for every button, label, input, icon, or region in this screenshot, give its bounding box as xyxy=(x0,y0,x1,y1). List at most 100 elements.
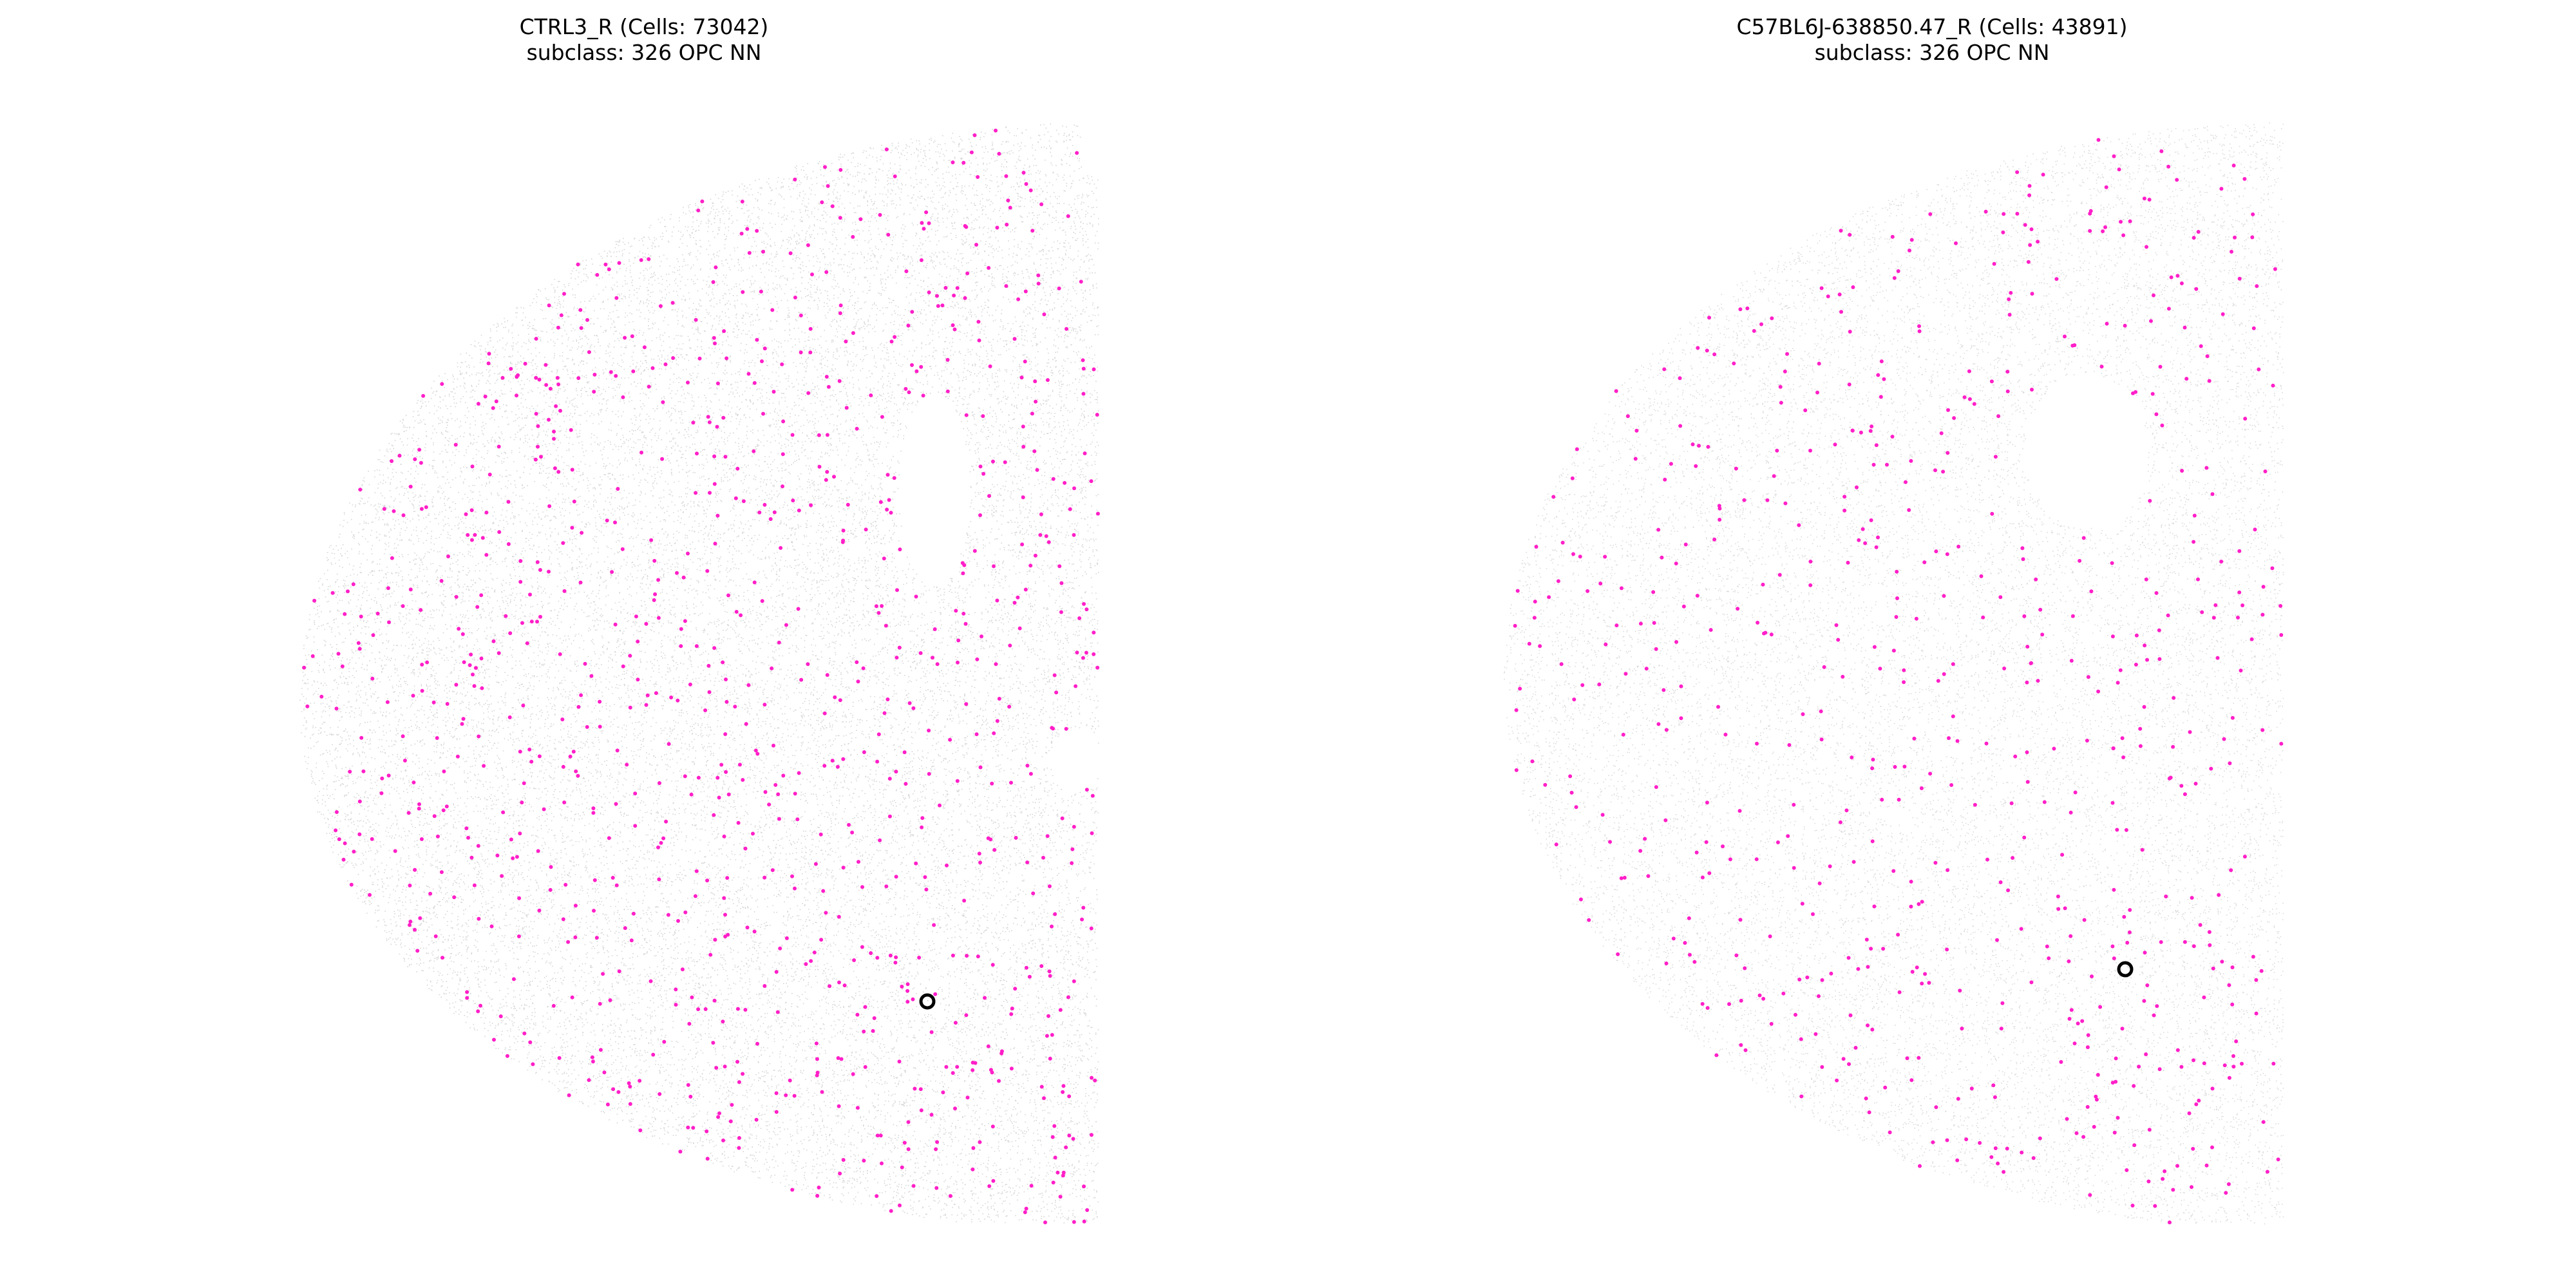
highlight-point xyxy=(974,243,978,247)
highlight-point xyxy=(1035,468,1039,472)
highlight-point xyxy=(722,329,726,334)
highlight-point xyxy=(460,722,464,726)
highlight-point xyxy=(2098,1005,2103,1009)
highlight-point xyxy=(932,923,936,927)
highlight-point xyxy=(1743,966,1747,971)
highlight-point xyxy=(995,598,999,603)
highlight-point xyxy=(2138,744,2143,748)
highlight-point xyxy=(2142,196,2146,201)
highlight-cells xyxy=(302,128,1100,1225)
highlight-point xyxy=(552,430,556,434)
highlight-point xyxy=(491,639,496,643)
highlight-point xyxy=(2188,730,2192,734)
highlight-point xyxy=(1956,544,1961,549)
highlight-point xyxy=(990,781,994,786)
highlight-point xyxy=(435,736,439,740)
highlight-point xyxy=(420,663,424,667)
highlight-point xyxy=(566,940,571,944)
highlight-point xyxy=(2000,1001,2005,1005)
highlight-point xyxy=(544,363,548,367)
highlight-point xyxy=(760,599,764,603)
highlight-point xyxy=(1755,741,1759,746)
highlight-point xyxy=(528,592,532,597)
highlight-point xyxy=(1586,589,1590,593)
highlight-point xyxy=(2029,661,2033,665)
highlight-point xyxy=(1603,554,1607,559)
highlight-point xyxy=(549,865,553,869)
highlight-point xyxy=(1805,975,1810,980)
highlight-point xyxy=(1989,379,1994,384)
highlight-point xyxy=(1614,389,1618,393)
highlight-point xyxy=(667,742,671,746)
highlight-point xyxy=(914,861,918,866)
highlight-point xyxy=(694,644,699,649)
highlight-point xyxy=(2166,164,2171,169)
highlight-point xyxy=(2171,744,2175,749)
highlight-point xyxy=(995,719,999,723)
highlight-point xyxy=(862,1159,866,1163)
highlight-point xyxy=(1032,449,1037,453)
highlight-point xyxy=(656,845,660,849)
highlight-point xyxy=(1660,555,1664,560)
highlight-point xyxy=(1969,1086,1974,1091)
highlight-point xyxy=(1945,1138,1949,1142)
highlight-point xyxy=(639,450,643,455)
highlight-point xyxy=(862,750,866,754)
highlight-point xyxy=(2175,1048,2180,1052)
highlight-point xyxy=(752,580,757,585)
highlight-point xyxy=(1706,444,1710,449)
highlight-point xyxy=(1038,533,1043,537)
highlight-point xyxy=(1945,947,1949,952)
highlight-point xyxy=(351,582,355,587)
highlight-point xyxy=(935,1140,940,1144)
highlight-point xyxy=(2157,628,2161,632)
highlight-point xyxy=(2175,178,2179,182)
highlight-point xyxy=(1787,743,1792,747)
highlight-point xyxy=(1861,527,1865,531)
highlight-point xyxy=(561,764,565,769)
highlight-point xyxy=(897,1059,902,1064)
highlight-point xyxy=(2183,940,2187,944)
highlight-point xyxy=(1936,679,1940,683)
highlight-point xyxy=(1085,1208,1090,1212)
highlight-point xyxy=(1679,684,1683,688)
highlight-point xyxy=(2002,212,2006,216)
highlight-point xyxy=(1089,1133,1094,1137)
highlight-point xyxy=(666,913,670,917)
highlight-point xyxy=(1881,947,1886,951)
highlight-point xyxy=(2210,1145,2214,1150)
highlight-point xyxy=(469,508,474,513)
highlight-point xyxy=(621,395,625,399)
highlight-point xyxy=(1707,871,1712,875)
highlight-point xyxy=(2213,603,2218,607)
highlight-point xyxy=(2221,312,2225,316)
highlight-point xyxy=(2074,1131,2079,1135)
highlight-point xyxy=(913,1086,917,1091)
highlight-point xyxy=(955,1065,960,1069)
highlight-point xyxy=(836,1056,840,1060)
highlight-point xyxy=(761,249,765,254)
highlight-point xyxy=(476,402,480,406)
highlight-point xyxy=(1919,786,1924,790)
highlight-point xyxy=(1600,813,1605,817)
highlight-point xyxy=(1048,974,1052,978)
highlight-point xyxy=(1850,755,1854,760)
highlight-point xyxy=(726,792,731,797)
highlight-point xyxy=(2134,633,2139,638)
highlight-point xyxy=(1061,1170,1066,1175)
highlight-point xyxy=(305,704,310,708)
highlight-point xyxy=(726,593,730,598)
highlight-point xyxy=(2230,715,2235,720)
highlight-point xyxy=(587,1078,591,1083)
highlight-point xyxy=(1859,430,1863,435)
highlight-point xyxy=(876,611,881,615)
highlight-point xyxy=(906,1147,911,1151)
highlight-point xyxy=(1082,601,1086,606)
highlight-point xyxy=(914,594,918,599)
highlight-point xyxy=(2146,1179,2151,1184)
highlight-point xyxy=(440,382,444,386)
highlight-point xyxy=(652,558,657,563)
highlight-point xyxy=(1962,395,1967,399)
highlight-point xyxy=(1020,542,1025,547)
highlight-point xyxy=(793,296,797,299)
